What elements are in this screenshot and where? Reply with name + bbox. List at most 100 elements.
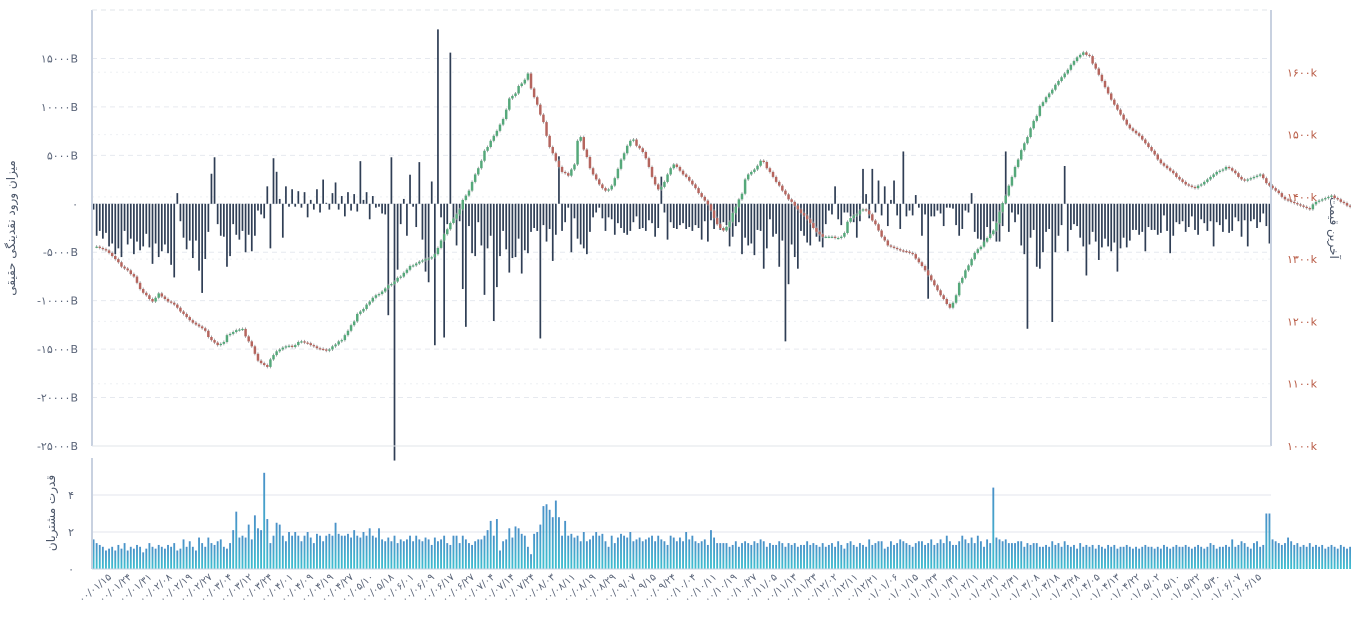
price-candle: [715, 218, 719, 225]
power-bar: [849, 541, 852, 569]
power-bar: [679, 537, 681, 569]
price-candle: [194, 322, 198, 325]
flow-bar: [275, 171, 278, 204]
price-candle: [930, 275, 933, 281]
power-bar: [235, 511, 238, 569]
price-candle: [793, 201, 796, 206]
power-bar: [759, 539, 762, 569]
flow-bar: [449, 52, 452, 204]
power-bar: [1175, 544, 1178, 569]
flow-bar: [1147, 203, 1150, 228]
power-bar: [1287, 537, 1289, 569]
power-bar: [1215, 548, 1218, 569]
price-candle: [266, 365, 269, 367]
price-candle: [346, 330, 350, 336]
flow-bar: [508, 203, 511, 273]
power-bar: [1091, 544, 1094, 569]
price-candle: [511, 95, 514, 99]
price-candle: [145, 292, 148, 296]
price-candle: [309, 343, 312, 346]
price-candle: [535, 97, 539, 105]
power-bar: [880, 541, 883, 569]
flow-bar: [803, 203, 805, 236]
power-bar: [620, 533, 622, 569]
price-candle: [166, 299, 170, 302]
price-candle: [368, 301, 371, 305]
power-bar: [421, 541, 424, 569]
flow-bar: [663, 203, 666, 213]
power-bar: [446, 543, 449, 569]
flow-bar: [1125, 203, 1128, 248]
power-bar: [1001, 541, 1004, 569]
price-candle: [1175, 173, 1178, 177]
power-bar: [502, 541, 505, 569]
flow-bar: [1001, 203, 1004, 227]
price-candle: [836, 237, 840, 240]
power-bar: [440, 539, 442, 569]
flow-bar: [657, 203, 660, 228]
flow-bar: [1197, 203, 1199, 235]
flow-bar: [648, 203, 650, 221]
power-bar: [983, 546, 985, 569]
flow-bar: [1246, 203, 1249, 247]
power-bar: [657, 535, 660, 569]
flow-bar: [254, 203, 256, 236]
price-candle: [650, 166, 654, 177]
power-bar: [399, 539, 402, 569]
power-bar: [412, 541, 415, 569]
price-candle: [222, 341, 226, 344]
price-candle: [216, 342, 219, 346]
price-candle: [1277, 190, 1280, 194]
price-candle: [380, 291, 384, 295]
power-bar: [1113, 544, 1116, 569]
power-bar: [433, 537, 436, 569]
price-candle: [318, 348, 322, 350]
power-bar: [145, 548, 148, 569]
price-candle: [945, 299, 949, 304]
flow-bar: [1243, 203, 1246, 221]
price-candle: [430, 257, 433, 259]
flow-bar: [300, 203, 303, 208]
price-candle: [706, 200, 710, 205]
price-candle: [607, 189, 610, 191]
price-candle: [213, 340, 216, 343]
price-candle: [846, 221, 849, 233]
flow-bar: [396, 203, 399, 270]
flow-bar: [1153, 203, 1156, 230]
power-bar: [1339, 544, 1342, 569]
power-bar: [269, 543, 272, 569]
power-bar: [418, 539, 421, 569]
power-bar: [1197, 544, 1200, 569]
price-candle: [746, 174, 750, 180]
price-candle: [1196, 185, 1200, 189]
power-bar: [272, 535, 275, 569]
price-candle: [926, 270, 930, 276]
flow-bar: [787, 203, 790, 285]
power-bar: [768, 543, 771, 569]
price-candle: [1085, 52, 1088, 55]
flow-bar: [151, 203, 154, 264]
flow-bar: [371, 196, 374, 204]
power-bar: [306, 532, 309, 569]
flow-bar: [607, 203, 610, 218]
power-bar: [1085, 544, 1088, 569]
flow-bar: [924, 203, 926, 215]
price-candle: [256, 353, 260, 361]
price-candle: [709, 204, 713, 211]
price-candle: [477, 168, 480, 175]
price-candle: [740, 193, 744, 200]
price-candle: [613, 178, 617, 186]
price-candle: [340, 340, 343, 342]
flow-bar: [359, 161, 362, 204]
flow-bar: [312, 203, 315, 210]
flow-bar: [815, 203, 818, 237]
power-bar: [570, 533, 573, 569]
power-bar: [995, 537, 998, 569]
flow-bar: [496, 203, 498, 288]
flow-bar: [620, 203, 622, 228]
power-bar: [741, 543, 743, 569]
power-bar: [654, 541, 657, 569]
price-candle: [812, 223, 815, 228]
price-candle: [802, 213, 806, 216]
power-bar: [347, 533, 349, 569]
